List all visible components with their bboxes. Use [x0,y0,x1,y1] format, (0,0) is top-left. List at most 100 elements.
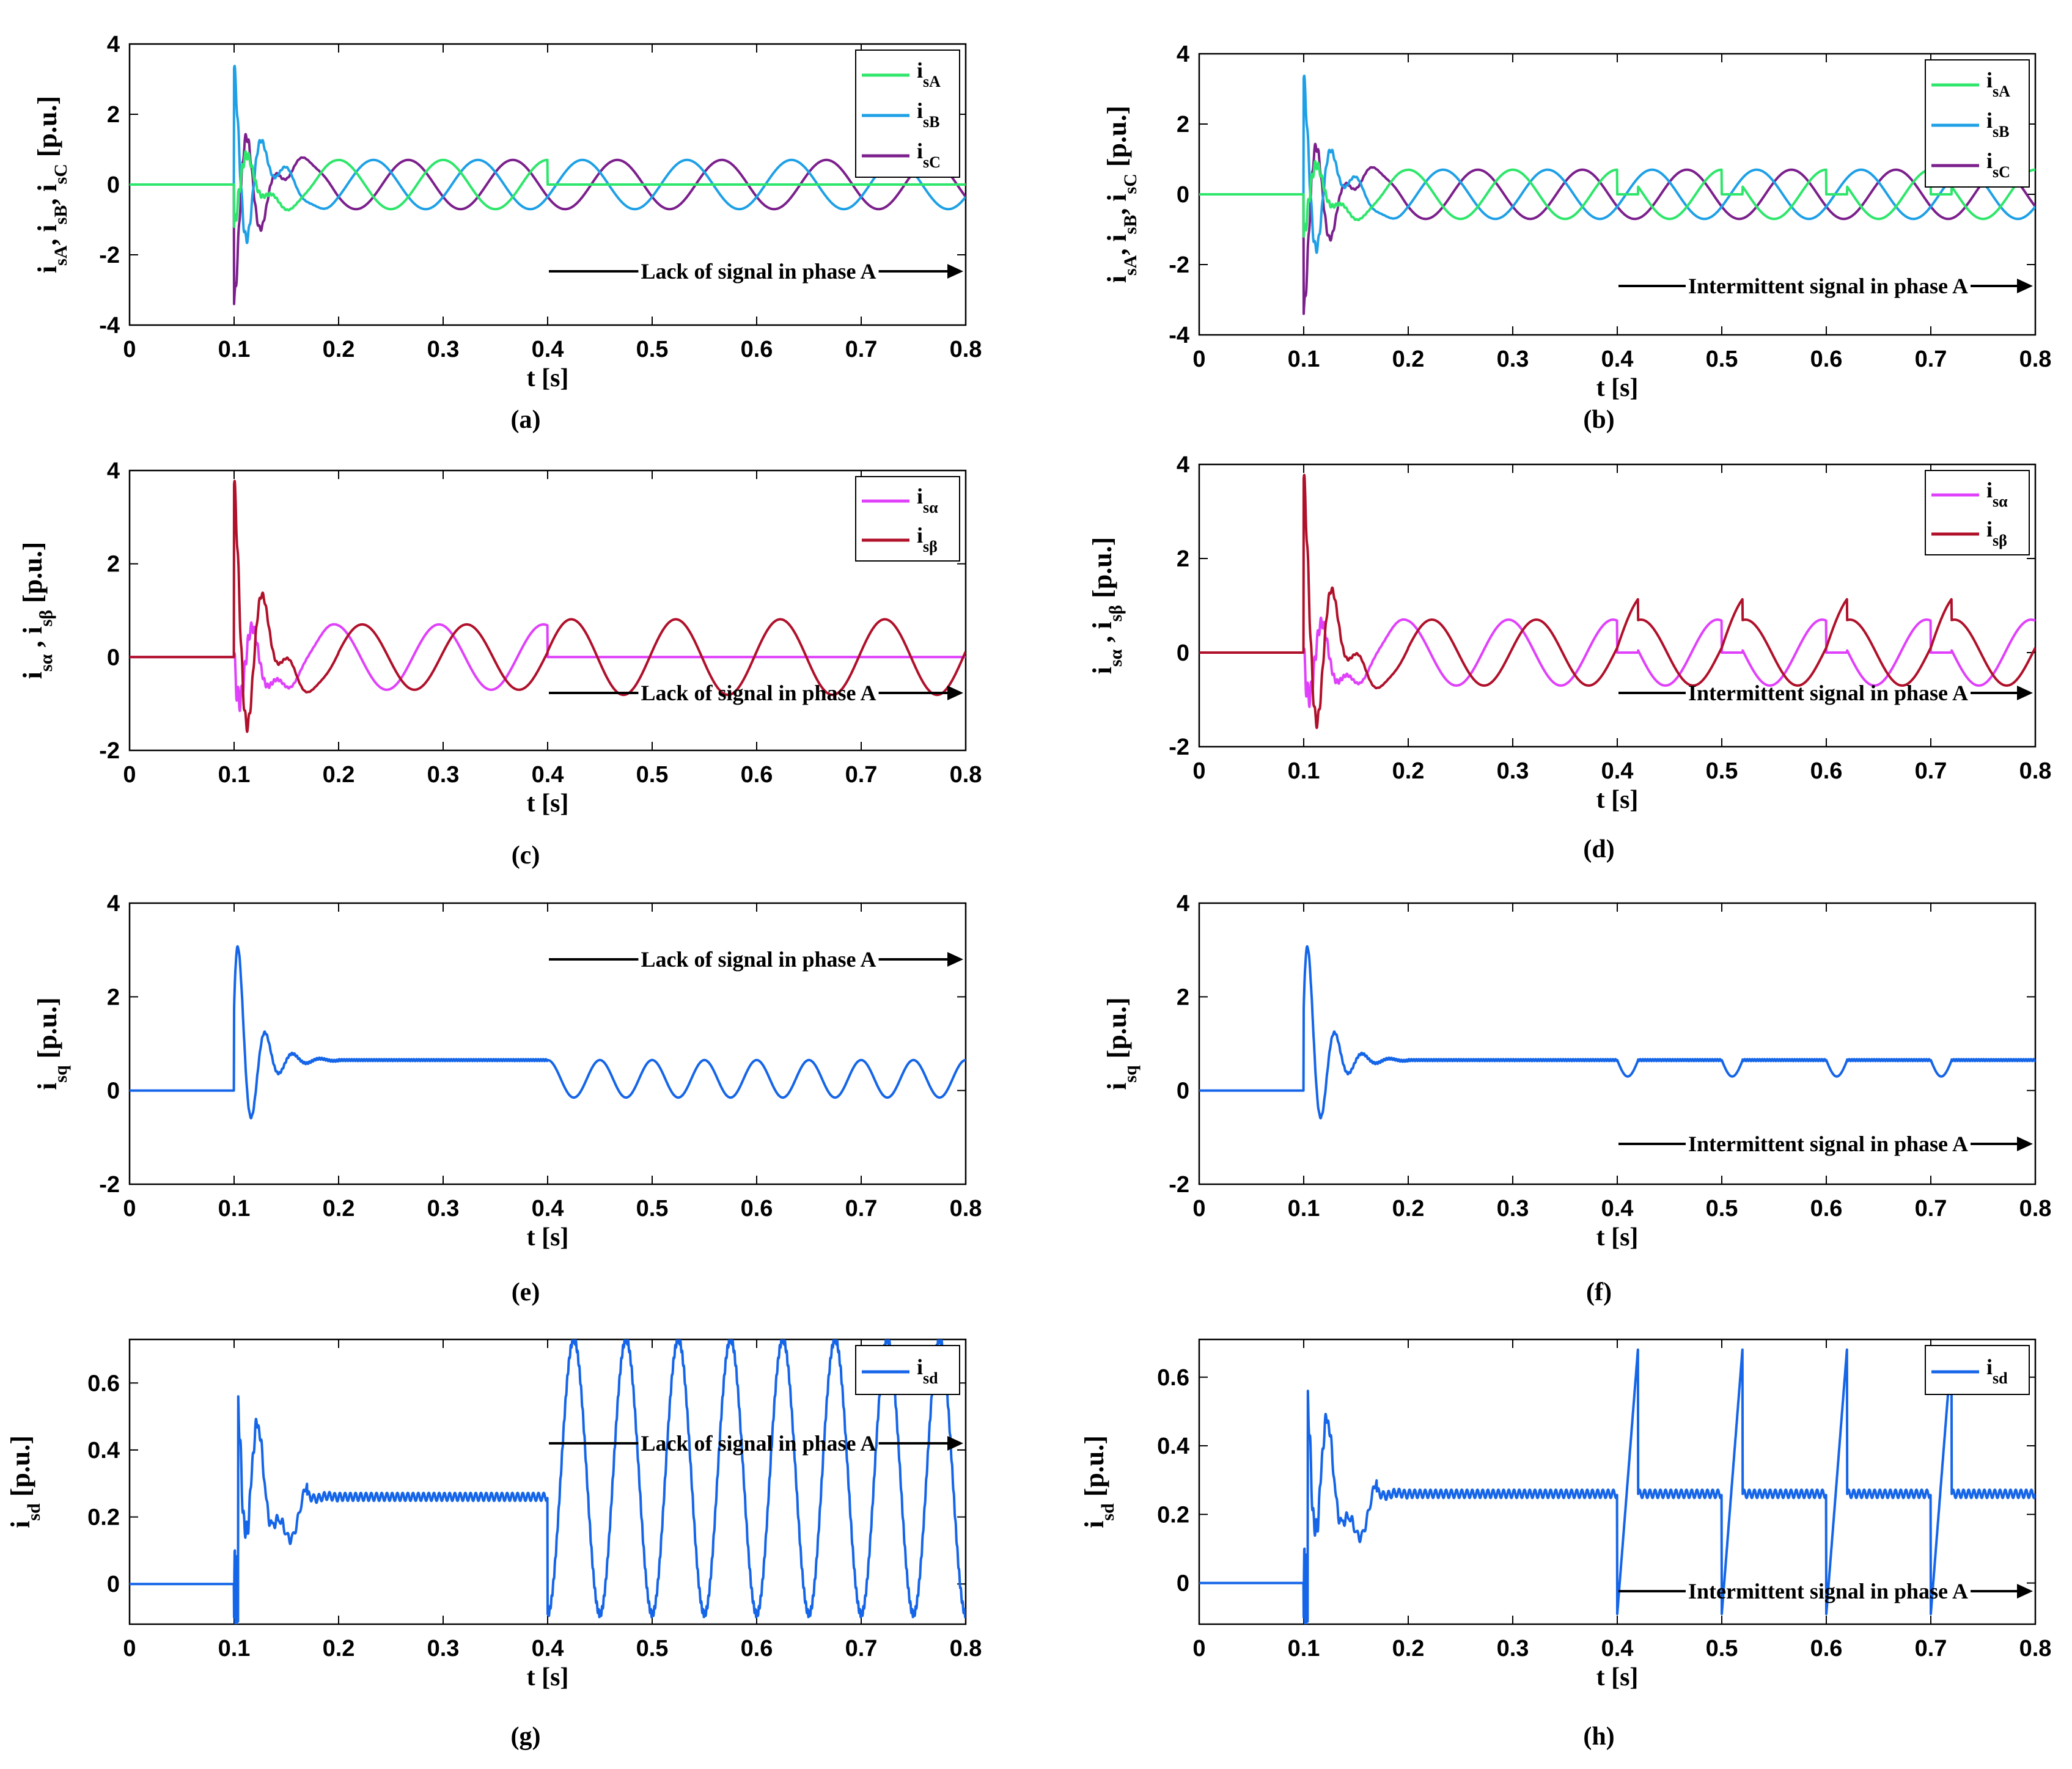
annotation-arrowhead [947,264,963,279]
x-tick-label: 0.2 [1392,1196,1425,1221]
x-tick-label: 0.8 [950,337,982,362]
x-tick-label: 0 [123,762,136,788]
legend: isd [1925,1345,2030,1395]
x-axis-label: t [s] [1596,1663,1639,1691]
x-tick-label: 0.4 [532,1636,564,1661]
x-tick-label: 0 [123,1196,136,1221]
y-tick-label: 4 [1177,452,1189,478]
x-tick-label: 0.5 [636,337,669,362]
legend-box [855,49,960,178]
panel-caption: (c) [512,841,540,870]
y-tick-label: 2 [1177,984,1189,1010]
legend-label: isA [1986,68,2010,100]
legend-box [1925,470,2030,555]
x-tick-label: 0.1 [1288,1636,1320,1661]
x-tick-label: 0.1 [218,1636,251,1661]
y-tick-label: 0.2 [1157,1502,1189,1528]
y-tick-label: 0.4 [1157,1434,1189,1459]
fault-annotation: Lack of signal in phase A [549,947,963,972]
annotation-text: Lack of signal in phase A [641,681,876,705]
y-tick-label: 0.6 [87,1371,120,1396]
panel-caption: (d) [1583,835,1614,863]
x-tick-label: 0.2 [323,1636,355,1661]
x-tick-label: 0.8 [2019,346,2052,372]
series-line-i_sA [1199,159,2035,238]
x-tick-label: 0.2 [323,1196,355,1221]
plot-area-c [128,469,967,752]
data-layer-g [130,1339,966,1624]
panel-caption: (b) [1583,406,1614,434]
x-axis-label: t [s] [527,1663,569,1691]
legend-label: isd [917,1355,938,1387]
legend: isA isB isC [1925,59,2030,188]
y-tick-label: 0 [1177,1079,1189,1104]
legend-box [1925,1345,2030,1395]
x-tick-label: 0.1 [218,1196,251,1221]
y-tick-label: -2 [99,738,120,764]
legend-box [855,1345,960,1395]
annotation-arrowhead [2017,1584,2033,1599]
y-tick-label: 4 [107,458,120,484]
panel-caption: (h) [1583,1723,1614,1751]
legend-box [1925,59,2030,188]
y-tick-label: 0 [1177,640,1189,666]
y-tick-label: -4 [99,313,120,339]
legend: isα isβ [855,476,960,562]
y-axis-label: isA, isB, isC [p.u.] [1102,106,1141,283]
x-tick-label: 0.7 [845,337,878,362]
x-tick-label: 0.7 [1915,346,1947,372]
y-tick-label: 0.2 [87,1505,120,1531]
x-axis-label: t [s] [1596,786,1639,814]
legend-box [855,476,960,562]
legend-label: isd [1986,1355,2008,1387]
x-tick-label: 0.5 [1706,1196,1738,1221]
series-line-i_sα [130,621,966,712]
y-tick-label: 2 [107,102,120,128]
x-axis-label: t [s] [1596,374,1639,402]
y-tick-label: 0 [1177,1571,1189,1597]
y-tick-label: 0 [107,172,120,198]
x-tick-label: 0.1 [218,337,251,362]
y-tick-label: 2 [107,984,120,1010]
x-tick-label: 0 [1192,1636,1205,1661]
x-tick-label: 0.4 [1601,346,1634,372]
y-axis-label: isd [p.u.] [1079,1435,1118,1528]
x-tick-label: 0.6 [1810,1636,1843,1661]
fault-annotation: Lack of signal in phase A [549,681,963,705]
fault-annotation: Intermittent signal in phase A [1618,1579,2033,1603]
y-tick-label: -2 [99,243,120,268]
data-layer-d [1199,474,2035,730]
y-axis-label: isd [p.u.] [6,1435,44,1528]
annotation-arrowhead [947,1436,963,1451]
legend-label: isβ [1986,517,2007,549]
series-line-i_sd [130,1339,966,1624]
y-tick-label: 2 [1177,546,1189,572]
x-tick-label: 0.6 [1810,346,1843,372]
x-tick-label: 0.7 [845,1636,878,1661]
legend-label: isα [917,484,938,516]
x-tick-label: 0.2 [323,762,355,788]
legend: isα isβ [1925,470,2030,555]
series-line-i_sd [1199,1348,2035,1624]
y-tick-label: 4 [107,891,120,917]
x-tick-label: 0.2 [1392,1636,1425,1661]
x-tick-label: 0.5 [636,1196,669,1221]
x-tick-label: 0.7 [1915,1196,1947,1221]
y-tick-label: 0 [107,1079,120,1104]
y-tick-label: 0.6 [1157,1365,1189,1391]
y-axis-label: isα , isβ [p.u.] [1087,537,1126,675]
y-tick-label: -2 [1169,252,1189,278]
x-tick-label: 0.7 [1915,1636,1947,1661]
x-tick-label: 0.6 [741,1196,773,1221]
data-layer-e [130,945,966,1119]
annotation-arrowhead [2017,686,2033,700]
x-tick-label: 0.4 [532,762,564,788]
x-axis-label: t [s] [527,364,569,392]
series-line-i_sβ [1199,474,2035,730]
y-tick-label: 0 [1177,182,1189,208]
x-tick-label: 0.8 [2019,1196,2052,1221]
x-tick-label: 0 [123,1636,136,1661]
x-tick-label: 0.2 [1392,758,1425,784]
x-axis-label: t [s] [527,1223,569,1251]
